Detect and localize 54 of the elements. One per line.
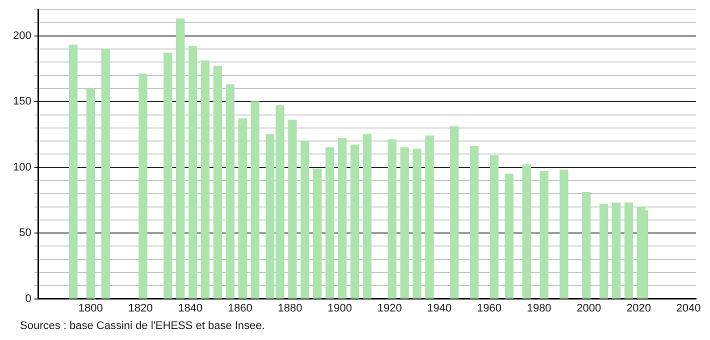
x-tick-label: 1980 [526,302,552,314]
bar [176,18,185,299]
y-tick-label: 200 [12,30,32,42]
x-tick-label: 1800 [78,302,103,314]
bar [412,148,422,299]
y-tick-label: 0 [25,292,32,305]
bar [68,44,78,299]
bar [250,101,260,299]
x-tick-label: 1920 [377,302,402,314]
y-tick-label: 100 [12,161,32,174]
x-tick-label: 1840 [178,302,203,314]
bar [300,140,310,299]
bar [582,192,591,299]
bar [504,174,514,299]
x-tick-label: 2000 [576,302,602,314]
bar [636,206,646,299]
x-tick-label: 1900 [328,302,352,314]
bar [226,84,234,299]
bar [522,164,531,299]
bar [138,74,148,299]
bar [400,147,409,299]
bar [560,170,568,299]
x-tick-label: 1880 [278,302,302,314]
bar [325,147,334,299]
bar [188,46,198,299]
bar [362,134,372,299]
x-tick-label: 1940 [427,302,452,314]
bar [164,52,172,299]
x-tick-label: 2040 [676,302,701,314]
bar [338,138,347,299]
bar [388,139,396,299]
y-tick-label: 150 [12,96,32,108]
bar [101,48,110,299]
bar [540,170,548,299]
bar [288,120,297,299]
bar [490,155,499,299]
x-tick-label: 1860 [228,302,252,314]
bar [470,146,479,299]
x-tick-label: 1960 [477,302,502,314]
bar [313,168,322,299]
bar [612,202,621,299]
bar [238,118,247,299]
source-note: Sources : base Cassini de l'EHESS et base Insee. [20,320,265,332]
bar [425,135,434,299]
y-tick-label: 50 [19,227,32,240]
bar [200,60,210,299]
bar [350,144,360,299]
bar [86,88,95,299]
x-tick-label: 2020 [626,302,651,314]
bar [600,204,608,299]
bar [213,66,222,299]
x-tick-label: 1820 [128,302,153,314]
bar [624,202,634,299]
bar [450,126,459,299]
